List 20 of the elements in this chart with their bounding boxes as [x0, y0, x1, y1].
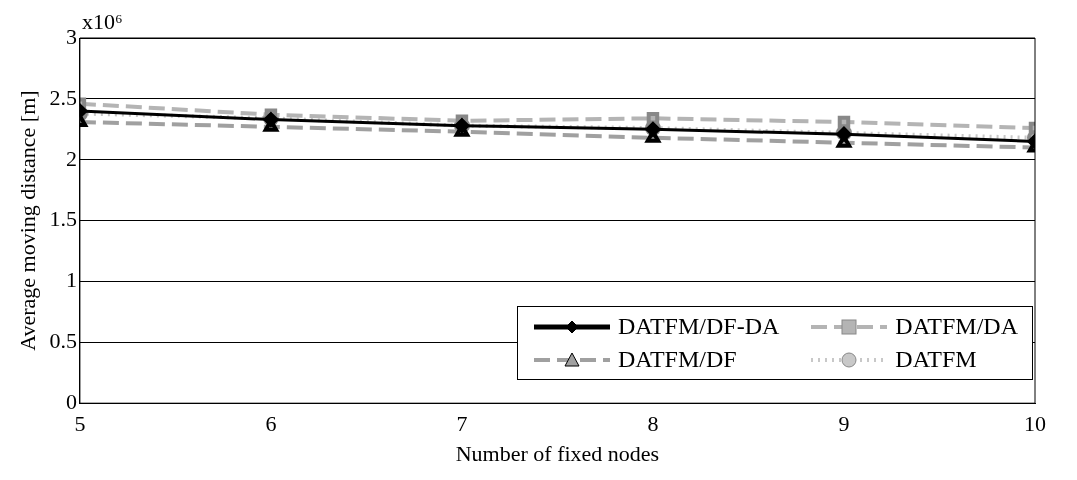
y-tick-label: 3: [65, 23, 77, 49]
y-tick-label: 1.5: [49, 206, 77, 232]
x-tick-label: 9: [838, 411, 850, 437]
x-axis-title: Number of fixed nodes: [455, 440, 660, 466]
y-tick-label: 2: [65, 145, 77, 171]
x-tick-label: 7: [456, 411, 468, 437]
x-tick-label: 8: [647, 411, 659, 437]
x-tick-label: 6: [265, 411, 277, 437]
x-tick-label: 5: [74, 411, 86, 437]
y-tick-label: 0: [65, 388, 77, 414]
legend-label: DATFM/DF: [617, 346, 737, 373]
legend-label: DATFM: [895, 346, 977, 373]
y-axis-title: Average moving distance [m]: [14, 90, 40, 351]
y-tick-label: 0.5: [49, 328, 77, 354]
y-tick-label: 1: [65, 267, 77, 293]
legend-label: DATFM/DF-DA: [617, 313, 780, 340]
legend-label: DATFM/DA: [895, 313, 1018, 340]
x-tick-label: 10: [1024, 411, 1046, 437]
y-tick-label: 2.5: [49, 84, 77, 110]
text: x10⁶: [81, 8, 123, 34]
